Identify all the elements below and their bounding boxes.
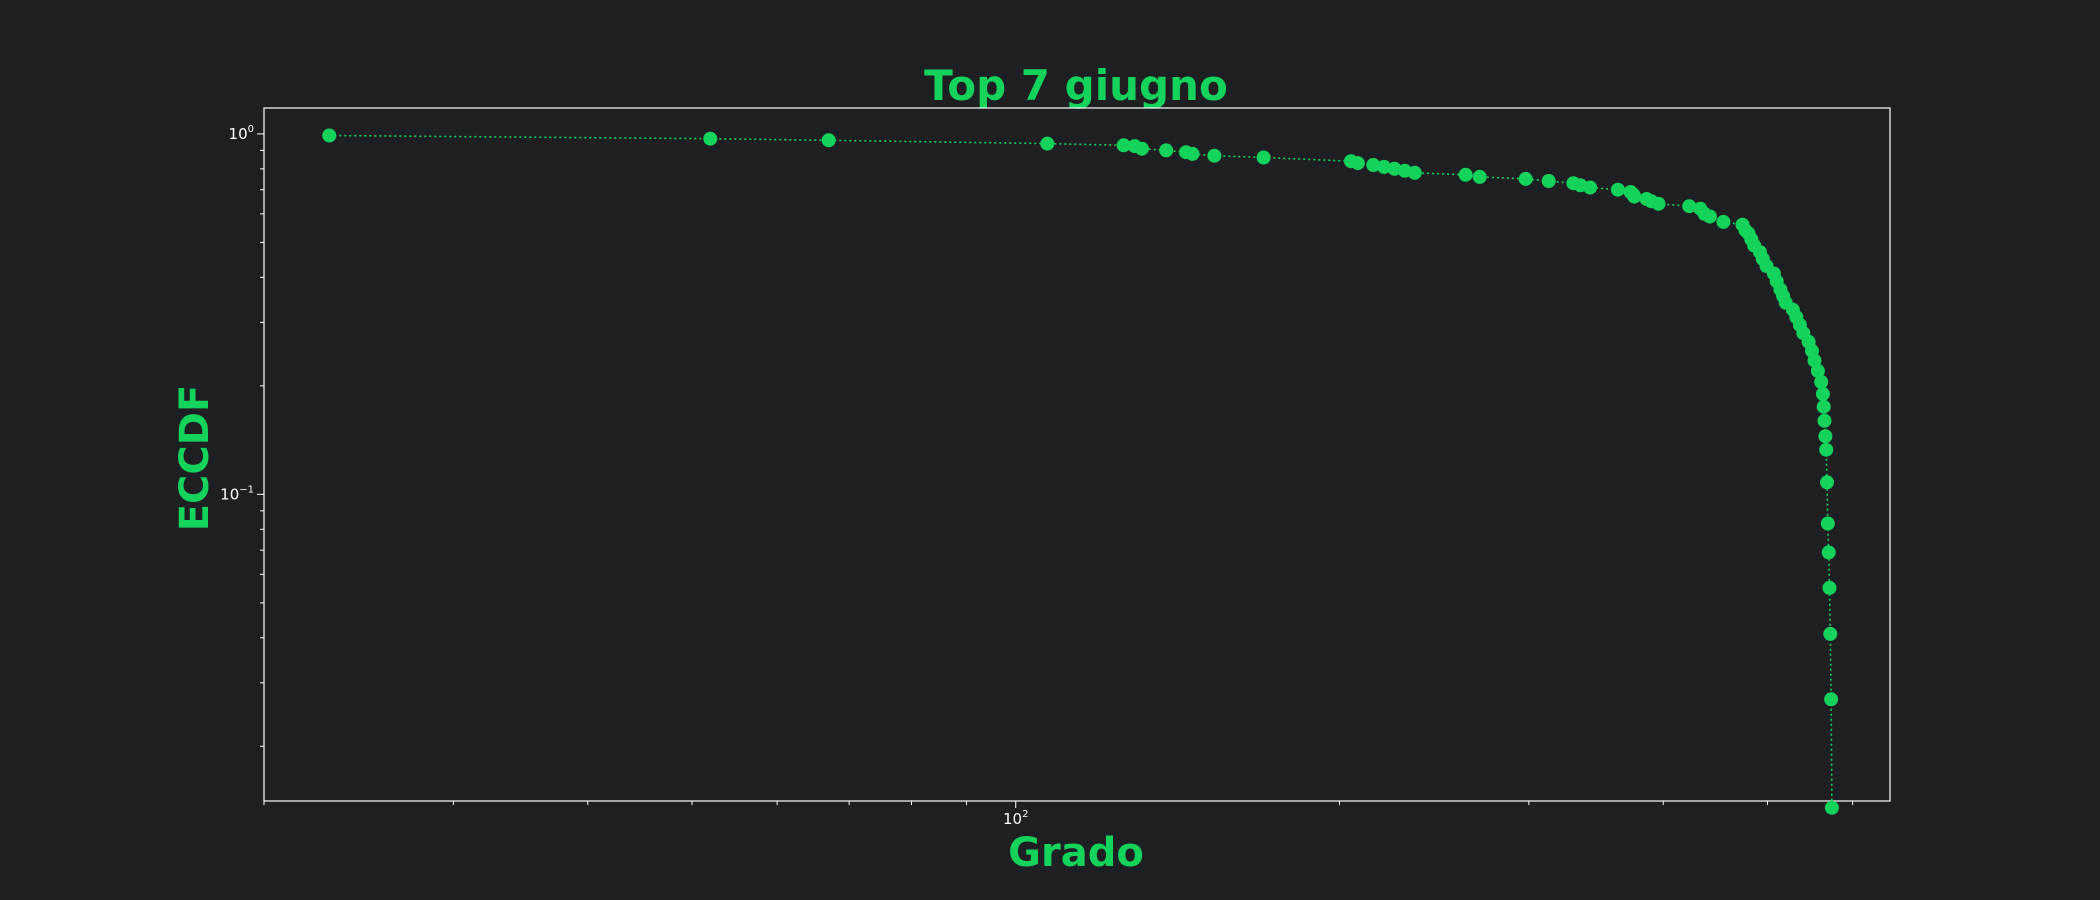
data-point <box>1823 626 1838 641</box>
data-point <box>1458 167 1473 182</box>
series-points <box>322 128 1839 815</box>
data-point <box>1819 442 1834 457</box>
data-point <box>1627 189 1642 204</box>
data-point <box>703 131 718 146</box>
data-point <box>821 133 836 148</box>
x-axis-label: Grado <box>1008 830 1144 876</box>
x-tick-label: 102 <box>1003 809 1028 828</box>
data-point <box>1541 174 1556 188</box>
data-point <box>1583 180 1598 195</box>
data-point <box>1810 363 1825 378</box>
y-tick-label: 10−1 <box>220 484 254 503</box>
chart-title: Top 7 giugno <box>924 61 1228 110</box>
data-point <box>1815 386 1830 401</box>
data-point <box>1518 171 1533 186</box>
data-point <box>1377 159 1391 174</box>
data-point <box>1040 136 1055 151</box>
data-point <box>1824 800 1839 815</box>
data-point <box>1702 209 1717 224</box>
x-axis-ticks: 102 <box>263 801 1854 828</box>
data-point <box>1407 165 1422 180</box>
data-point <box>1159 143 1174 158</box>
data-point <box>1651 196 1666 211</box>
data-point <box>1207 148 1222 163</box>
y-axis-label: ECCDF <box>172 385 218 532</box>
data-point <box>1116 138 1131 153</box>
data-point <box>1134 141 1149 156</box>
data-point <box>322 128 337 143</box>
data-point <box>1820 516 1835 531</box>
y-axis-ticks: 100 10−1 <box>220 124 264 747</box>
data-point <box>1682 199 1697 214</box>
data-point <box>1818 429 1833 444</box>
data-point <box>1821 545 1836 560</box>
data-point <box>1350 156 1365 171</box>
data-point <box>1716 214 1731 229</box>
data-point <box>1822 580 1837 595</box>
data-point <box>1817 413 1832 428</box>
data-point <box>1816 399 1831 414</box>
series-line <box>329 134 1833 808</box>
data-point <box>1472 169 1487 184</box>
data-point <box>1610 182 1625 197</box>
y-tick-label: 100 <box>229 124 254 143</box>
data-point <box>1185 146 1200 161</box>
data-point <box>1366 158 1381 172</box>
data-point <box>1814 375 1829 389</box>
plot-area-frame <box>263 107 1891 802</box>
data-point <box>1820 475 1834 490</box>
data-point <box>1824 692 1839 707</box>
data-point <box>1256 150 1271 165</box>
